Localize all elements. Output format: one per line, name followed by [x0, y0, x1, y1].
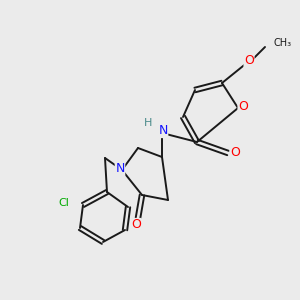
Text: N: N	[158, 124, 168, 137]
Text: O: O	[238, 100, 248, 112]
Text: CH₃: CH₃	[273, 38, 291, 48]
Text: O: O	[131, 218, 141, 232]
Text: N: N	[115, 163, 125, 176]
Text: Cl: Cl	[58, 198, 69, 208]
Text: H: H	[144, 118, 152, 128]
Text: O: O	[244, 55, 254, 68]
Text: O: O	[230, 146, 240, 160]
